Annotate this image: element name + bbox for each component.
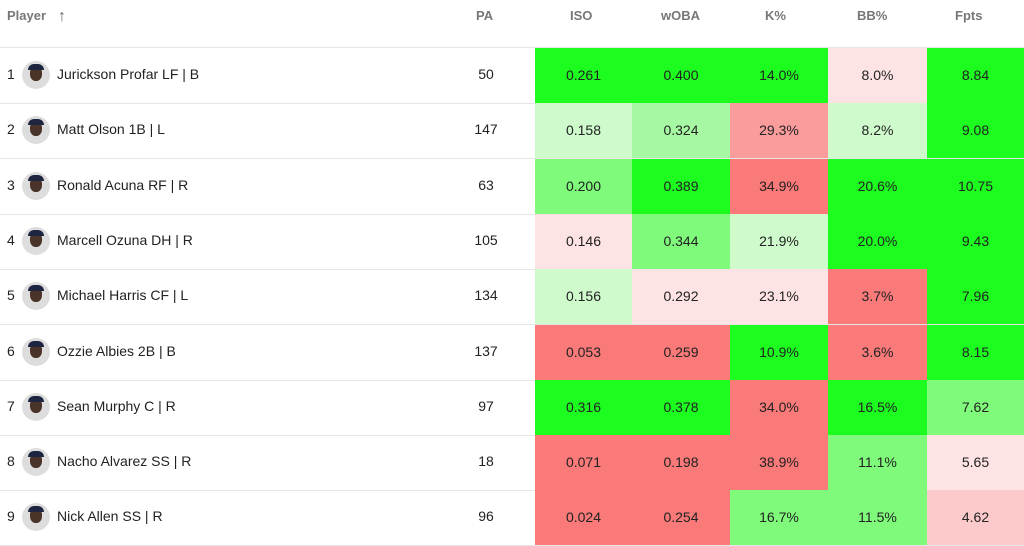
player-name[interactable]: Matt Olson 1B | L (57, 121, 165, 138)
k-cell: 34.9% (730, 158, 828, 214)
player-name[interactable]: Jurickson Profar LF | B (57, 66, 200, 82)
player-rank: 7 (7, 397, 15, 414)
fpts-cell: 9.43 (927, 213, 1024, 269)
iso-cell: 0.071 (535, 435, 632, 491)
k-cell: 21.9% (730, 213, 828, 269)
woba-cell: 0.344 (632, 213, 730, 269)
player-rank: 3 (7, 176, 15, 193)
k-cell: 34.0% (730, 379, 828, 435)
iso-cell: 0.158 (535, 103, 632, 159)
fpts-cell: 9.08 (927, 103, 1024, 159)
fpts-cell: 5.65 (927, 435, 1024, 491)
table-row[interactable]: 4 Marcell Ozuna DH | R 105 0.146 0.344 21.9… (0, 213, 1024, 270)
player-name[interactable]: Nick Allen SS | R (57, 508, 163, 525)
player-rank: 8 (7, 453, 15, 470)
bb-cell: 8.0% (828, 48, 927, 103)
fpts-cell: 8.15 (927, 324, 1024, 380)
woba-cell: 0.324 (632, 103, 730, 159)
bb-cell: 3.6% (828, 324, 927, 380)
header-pa[interactable]: PA (476, 8, 494, 23)
player-rank: 6 (7, 342, 15, 359)
woba-cell: 0.198 (632, 435, 730, 491)
table-row[interactable]: 5 Michael Harris CF | L 134 0.156 0.292 23.… (0, 269, 1024, 326)
player-avatar (22, 226, 50, 255)
iso-cell: 0.156 (535, 269, 632, 325)
table-row[interactable]: 7 Sean Murphy C | R 97 0.316 0.378 34.0% 16.… (0, 379, 1024, 436)
player-name[interactable]: Sean Murphy C | R (57, 397, 176, 414)
player-avatar (22, 503, 50, 532)
player-avatar (22, 171, 50, 200)
header-player[interactable]: Player (7, 8, 47, 23)
header-woba[interactable]: wOBA (661, 8, 700, 23)
table-row[interactable]: 3 Ronald Acuna RF | R 63 0.200 0.389 34.9% 2… (0, 158, 1024, 215)
iso-cell: 0.053 (535, 324, 632, 380)
pa-value: 137 (474, 342, 498, 359)
sort-ascending-arrow-icon[interactable]: ↑ (58, 8, 66, 25)
player-rank: 4 (7, 231, 15, 248)
iso-cell: 0.261 (535, 48, 632, 103)
k-cell: 14.0% (730, 48, 828, 103)
k-cell: 10.9% (730, 324, 828, 380)
pa-value: 97 (478, 397, 494, 414)
player-avatar (22, 337, 50, 366)
pa-value: 50 (478, 66, 494, 82)
pa-value: 96 (478, 508, 494, 525)
player-rank: 2 (7, 121, 15, 138)
iso-cell: 0.146 (535, 213, 632, 269)
bb-cell: 11.1% (828, 435, 927, 491)
table-row[interactable]: 6 Ozzie Albies 2B | B 137 0.053 0.259 10.9%… (0, 324, 1024, 381)
player-rank: 9 (7, 508, 15, 525)
fpts-cell: 10.75 (927, 158, 1024, 214)
bb-cell: 3.7% (828, 269, 927, 325)
woba-cell: 0.292 (632, 269, 730, 325)
fpts-cell: 7.62 (927, 379, 1024, 435)
header-k-pct[interactable]: K% (765, 8, 786, 23)
iso-cell: 0.024 (535, 490, 632, 546)
player-rank: 5 (7, 287, 15, 304)
player-name[interactable]: Ozzie Albies 2B | B (57, 342, 176, 359)
woba-cell: 0.389 (632, 158, 730, 214)
table-row[interactable]: 9 Nick Allen SS | R 96 0.024 0.254 16.7% 11.… (0, 490, 1024, 546)
bb-cell: 20.6% (828, 158, 927, 214)
pa-value: 134 (474, 287, 498, 304)
player-avatar (22, 282, 50, 311)
header-fpts[interactable]: Fpts (955, 8, 983, 23)
table-row[interactable]: 8 Nacho Alvarez SS | R 18 0.071 0.198 38.9%… (0, 435, 1024, 492)
bb-cell: 8.2% (828, 103, 927, 159)
pa-value: 105 (474, 231, 498, 248)
player-rank: 1 (7, 66, 15, 82)
woba-cell: 0.400 (632, 48, 730, 103)
table-row[interactable]: 2 Matt Olson 1B | L 147 0.158 0.324 29.3% 8.… (0, 103, 1024, 160)
woba-cell: 0.378 (632, 379, 730, 435)
table-row[interactable]: 1 Jurickson Profar LF | B 50 0.261 0.400 14… (0, 48, 1024, 104)
fpts-cell: 4.62 (927, 490, 1024, 546)
header-bb-pct[interactable]: BB% (857, 8, 888, 23)
player-avatar (22, 116, 50, 145)
fpts-cell: 7.96 (927, 269, 1024, 325)
table-header: Player ↑ PA ISO wOBA K% BB% Fpts (0, 0, 1024, 48)
bb-cell: 16.5% (828, 379, 927, 435)
player-name[interactable]: Nacho Alvarez SS | R (57, 453, 192, 470)
woba-cell: 0.259 (632, 324, 730, 380)
k-cell: 29.3% (730, 103, 828, 159)
iso-cell: 0.200 (535, 158, 632, 214)
k-cell: 23.1% (730, 269, 828, 325)
player-avatar (22, 392, 50, 421)
pa-value: 63 (478, 176, 494, 193)
player-avatar (22, 448, 50, 477)
fpts-cell: 8.84 (927, 48, 1024, 103)
player-name[interactable]: Marcell Ozuna DH | R (57, 231, 193, 248)
iso-cell: 0.316 (535, 379, 632, 435)
bb-cell: 11.5% (828, 490, 927, 546)
player-name[interactable]: Ronald Acuna RF | R (57, 176, 189, 193)
bb-cell: 20.0% (828, 213, 927, 269)
player-avatar (22, 61, 50, 89)
player-name[interactable]: Michael Harris CF | L (57, 287, 189, 304)
header-iso[interactable]: ISO (570, 8, 593, 23)
pa-value: 18 (478, 453, 494, 470)
k-cell: 16.7% (730, 490, 828, 546)
woba-cell: 0.254 (632, 490, 730, 546)
pa-value: 147 (474, 121, 498, 138)
k-cell: 38.9% (730, 435, 828, 491)
